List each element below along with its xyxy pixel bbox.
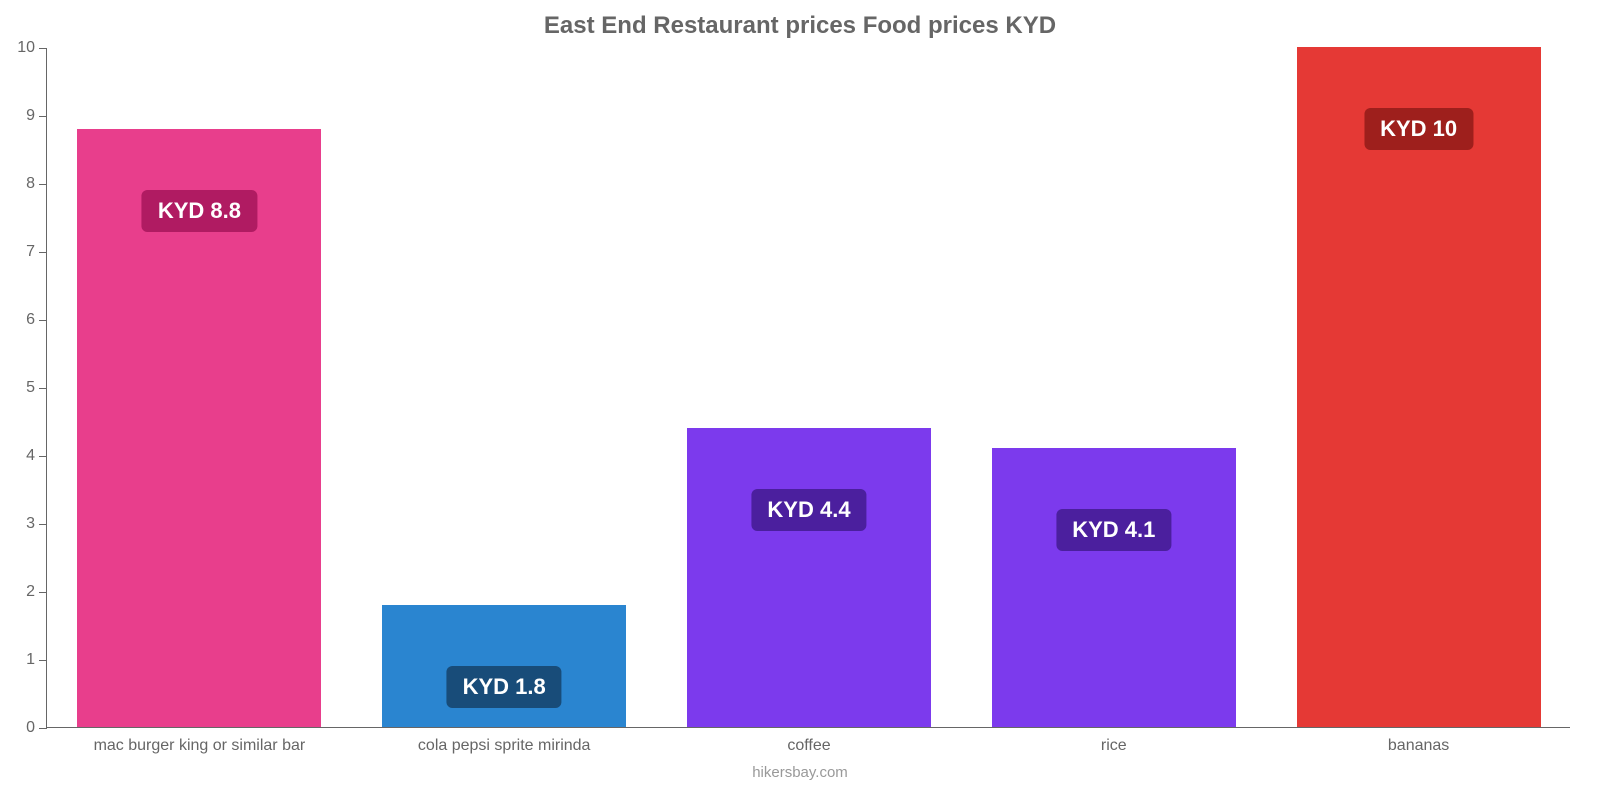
x-tick-label: cola pepsi sprite mirinda — [418, 737, 591, 755]
y-tick-label: 9 — [26, 107, 35, 125]
x-tick-label: coffee — [787, 737, 830, 755]
y-tick-label: 5 — [26, 379, 35, 397]
y-tick — [39, 456, 47, 457]
y-tick — [39, 252, 47, 253]
bar-value-label: KYD 10 — [1364, 108, 1473, 150]
bar-value-label: KYD 1.8 — [447, 666, 562, 708]
y-tick-label: 4 — [26, 447, 35, 465]
bar-value-label: KYD 4.1 — [1056, 509, 1171, 551]
bar — [992, 448, 1236, 727]
y-tick — [39, 184, 47, 185]
y-tick — [39, 524, 47, 525]
y-tick-label: 2 — [26, 583, 35, 601]
x-tick-label: mac burger king or similar bar — [94, 737, 306, 755]
y-tick — [39, 660, 47, 661]
y-tick — [39, 592, 47, 593]
bar-value-label: KYD 4.4 — [751, 489, 866, 531]
y-tick-label: 3 — [26, 515, 35, 533]
chart-container: East End Restaurant prices Food prices K… — [0, 0, 1600, 800]
y-tick-label: 10 — [17, 39, 35, 57]
y-tick-label: 6 — [26, 311, 35, 329]
y-tick-label: 8 — [26, 175, 35, 193]
y-tick — [39, 388, 47, 389]
y-tick-label: 7 — [26, 243, 35, 261]
x-tick-label: rice — [1101, 737, 1127, 755]
y-tick — [39, 728, 47, 729]
chart-title: East End Restaurant prices Food prices K… — [0, 12, 1600, 40]
y-tick — [39, 320, 47, 321]
plot-area: 012345678910KYD 8.8mac burger king or si… — [46, 48, 1570, 728]
watermark: hikersbay.com — [0, 764, 1600, 781]
bar-value-label: KYD 8.8 — [142, 190, 257, 232]
x-tick-label: bananas — [1388, 737, 1449, 755]
y-tick — [39, 116, 47, 117]
bar — [687, 428, 931, 727]
y-tick-label: 0 — [26, 719, 35, 737]
y-tick — [39, 48, 47, 49]
y-tick-label: 1 — [26, 651, 35, 669]
